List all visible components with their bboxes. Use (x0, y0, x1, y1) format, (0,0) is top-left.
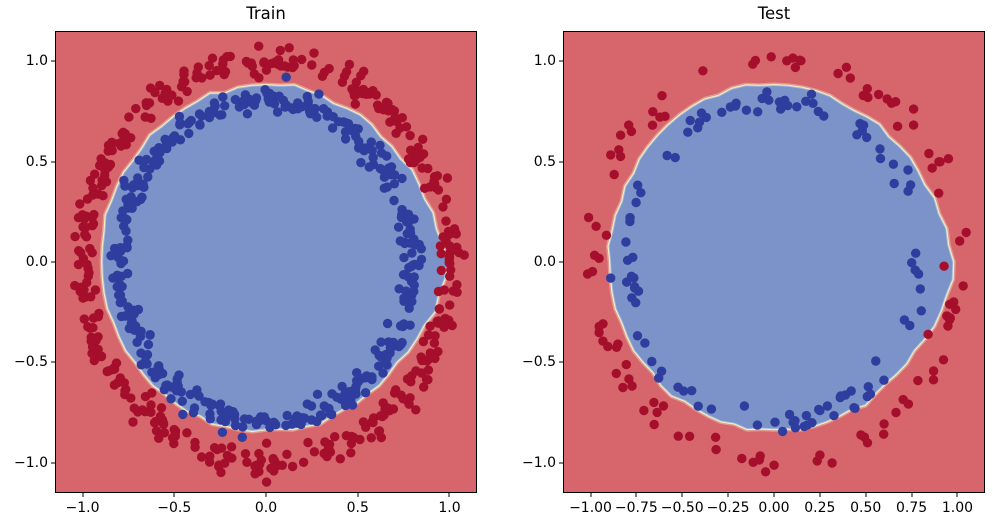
y-tick-mark (559, 462, 563, 464)
y-tick-label: −1.0 (14, 454, 48, 471)
x-tick-mark (819, 493, 821, 497)
y-tick-label: −1.0 (522, 454, 556, 471)
y-tick-label: −0.5 (522, 354, 556, 371)
x-tick-mark (681, 493, 683, 497)
subplot-train: Train −1.0 −0.5 0.0 0.5 1.0 1.0 0.5 0.0 −0.5 −1.0 (14, 4, 477, 516)
y-tick-label: 0.5 (25, 153, 48, 170)
x-tick-mark (265, 493, 267, 497)
x-tick-label: 0.00 (758, 500, 790, 516)
y-tick-mark (51, 462, 55, 464)
x-tick-label: 0.0 (254, 500, 278, 516)
class-1-inner-circle-points (606, 87, 926, 437)
y-tick-label: 0.5 (533, 153, 556, 170)
y-tick-mark (51, 60, 55, 62)
axes-spines (563, 31, 985, 493)
test-scatter-canvas (563, 31, 985, 493)
y-tick-mark (559, 361, 563, 363)
x-tick-label: 0.75 (896, 500, 928, 516)
x-tick-label: −0.5 (157, 500, 192, 516)
y-tick-mark (559, 261, 563, 263)
class-1-inner-circle-outlier-point (281, 72, 291, 82)
x-tick-label: −0.50 (660, 500, 704, 516)
x-tick-label: −0.25 (706, 500, 750, 516)
x-tick-mark (635, 493, 637, 497)
x-tick-mark (956, 493, 958, 497)
class-0-outer-circle-points (582, 52, 971, 477)
x-tick-mark (173, 493, 175, 497)
y-tick-mark (51, 361, 55, 363)
x-tick-label: −1.00 (569, 500, 612, 516)
x-tick-mark (865, 493, 867, 497)
train-scatter-canvas (55, 31, 477, 493)
x-tick-label: 1.00 (941, 500, 974, 516)
x-tick-label: 0.5 (346, 500, 369, 516)
y-tick-mark (51, 161, 55, 163)
x-tick-mark (727, 493, 729, 497)
x-tick-mark (82, 493, 84, 497)
x-tick-label: 0.50 (850, 500, 882, 516)
y-tick-label: −0.5 (14, 354, 48, 371)
x-tick-mark (911, 493, 913, 497)
x-tick-label: 1.0 (438, 500, 461, 516)
axes-spines (55, 31, 477, 493)
x-tick-label: 0.25 (804, 500, 836, 516)
x-tick-mark (590, 493, 592, 497)
class-1-inner-circle-outlier-point (606, 273, 616, 283)
decision-region-inside (103, 86, 447, 431)
class-0-outer-circle-points (70, 41, 469, 487)
y-tick-mark (51, 261, 55, 263)
subplot-test: Test −1.00 −0.75 −0.50 −0.25 0.00 0.25 0.50 0.7… (522, 4, 985, 516)
class-1-inner-circle-points (106, 72, 427, 442)
x-tick-mark (448, 493, 450, 497)
y-tick-mark (559, 161, 563, 163)
x-tick-label: −0.75 (614, 500, 658, 516)
y-tick-mark (559, 60, 563, 62)
x-tick-label: −1.0 (65, 500, 100, 516)
train-plot-title: Train (246, 4, 286, 23)
y-tick-label: 1.0 (25, 53, 48, 70)
x-tick-mark (773, 493, 775, 497)
y-tick-label: 0.0 (25, 254, 48, 270)
y-tick-label: 1.0 (533, 53, 556, 70)
class-0-outer-circle-outlier-point (923, 329, 933, 339)
x-tick-mark (357, 493, 359, 497)
y-tick-label: 0.0 (533, 254, 556, 270)
test-plot-title: Test (757, 4, 791, 23)
decision-region-inside (609, 86, 953, 429)
